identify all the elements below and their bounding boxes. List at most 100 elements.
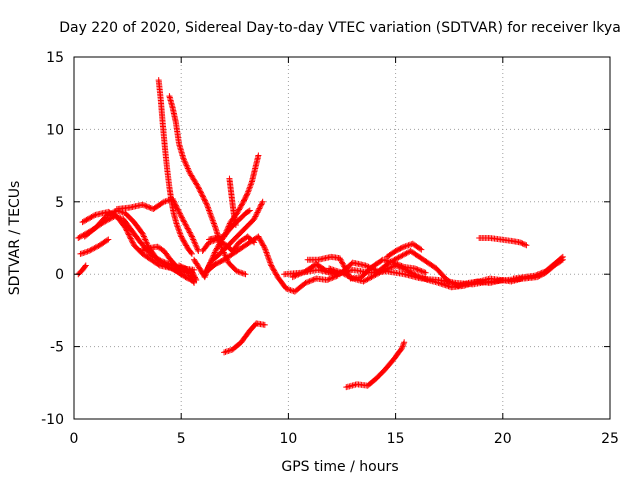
y-tick-label: 10	[46, 122, 64, 138]
data-point-marker	[207, 211, 214, 218]
data-point-marker	[251, 214, 258, 221]
data-point-marker	[342, 266, 349, 273]
data-point-marker	[90, 245, 97, 252]
data-point-marker	[250, 238, 257, 245]
data-point-marker	[143, 239, 150, 246]
plot-frame	[73, 56, 611, 420]
data-point-marker	[305, 278, 312, 285]
data-point-marker	[412, 271, 419, 278]
data-point-marker	[245, 208, 252, 215]
data-point-marker	[381, 266, 388, 273]
data-point-marker	[379, 268, 386, 275]
data-point-marker	[205, 265, 211, 272]
data-point-marker	[392, 262, 399, 269]
data-point-marker	[533, 272, 540, 279]
data-point-marker	[196, 186, 203, 193]
data-point-marker	[212, 248, 219, 255]
data-point-marker	[416, 273, 423, 280]
data-point-marker	[87, 214, 94, 221]
data-point-marker	[499, 276, 506, 283]
y-tick-label: 15	[46, 50, 64, 66]
data-point-marker	[377, 269, 384, 276]
data-point-marker	[265, 253, 272, 260]
data-point-marker	[179, 264, 186, 271]
data-point-marker	[394, 255, 401, 262]
data-point-marker	[176, 262, 183, 269]
data-point-marker	[232, 221, 239, 228]
data-point-marker	[339, 259, 345, 266]
data-point-marker	[175, 207, 182, 214]
data-point-marker	[400, 340, 407, 347]
data-point-marker	[345, 273, 352, 280]
series-track-25	[510, 253, 566, 282]
data-point-marker	[183, 265, 190, 272]
data-point-marker	[239, 200, 246, 207]
data-point-marker	[251, 216, 258, 223]
data-point-marker	[142, 237, 149, 244]
data-point-marker	[410, 270, 417, 277]
data-point-marker	[421, 269, 428, 276]
data-point-marker	[245, 187, 252, 194]
data-point-marker	[558, 254, 565, 261]
data-point-marker	[238, 202, 245, 209]
data-point-marker	[538, 269, 545, 276]
data-point-marker	[139, 230, 146, 237]
data-point-marker	[273, 271, 280, 278]
data-point-marker	[124, 228, 131, 235]
series-track-8	[155, 77, 195, 257]
data-point-marker	[213, 246, 220, 253]
data-point-marker	[446, 278, 453, 285]
data-point-marker	[182, 221, 189, 228]
data-point-marker	[419, 268, 426, 275]
data-point-marker	[217, 239, 224, 246]
data-point-marker	[251, 239, 258, 246]
data-point-marker	[194, 245, 201, 252]
data-point-marker	[256, 205, 263, 212]
data-point-marker	[343, 271, 350, 278]
data-point-marker	[211, 250, 218, 257]
data-point-marker	[188, 233, 195, 240]
data-point-marker	[338, 257, 345, 264]
data-point-marker	[246, 184, 253, 191]
data-point-marker	[139, 201, 146, 208]
data-point-marker	[418, 246, 425, 253]
data-point-marker	[82, 262, 89, 269]
data-point-marker	[395, 263, 402, 270]
data-point-marker	[175, 226, 182, 233]
data-point-marker	[445, 277, 452, 284]
data-point-marker	[401, 266, 408, 273]
data-point-marker	[414, 272, 421, 279]
data-point-marker	[180, 156, 187, 163]
data-point-marker	[181, 158, 188, 165]
data-point-marker	[265, 255, 272, 262]
data-point-marker	[193, 276, 200, 283]
data-point-marker	[89, 213, 96, 220]
data-point-marker	[255, 152, 262, 159]
data-point-marker	[420, 275, 427, 282]
data-point-marker	[444, 276, 451, 283]
data-point-marker	[238, 201, 245, 208]
data-point-marker	[411, 271, 418, 278]
data-point-marker	[340, 270, 347, 277]
data-point-marker	[256, 234, 263, 241]
data-point-marker	[180, 217, 187, 224]
data-point-marker	[245, 188, 252, 195]
data-point-marker	[291, 273, 298, 280]
x-tick-label: 10	[279, 431, 297, 447]
data-point-marker	[76, 234, 83, 241]
data-point-marker	[203, 201, 210, 208]
series-track-16	[226, 175, 239, 228]
x-tick-label: 15	[387, 431, 405, 447]
data-point-marker	[259, 198, 266, 205]
data-point-marker	[202, 272, 209, 279]
y-tick-label: 5	[55, 195, 64, 211]
data-point-marker	[185, 166, 192, 173]
data-point-marker	[83, 216, 90, 223]
y-tick-label: 0	[55, 267, 64, 283]
data-point-marker	[257, 204, 264, 211]
data-point-marker	[369, 273, 376, 280]
series-track-5	[79, 208, 185, 278]
data-point-marker	[107, 215, 114, 222]
data-point-marker	[247, 181, 254, 188]
data-point-marker	[174, 205, 181, 212]
